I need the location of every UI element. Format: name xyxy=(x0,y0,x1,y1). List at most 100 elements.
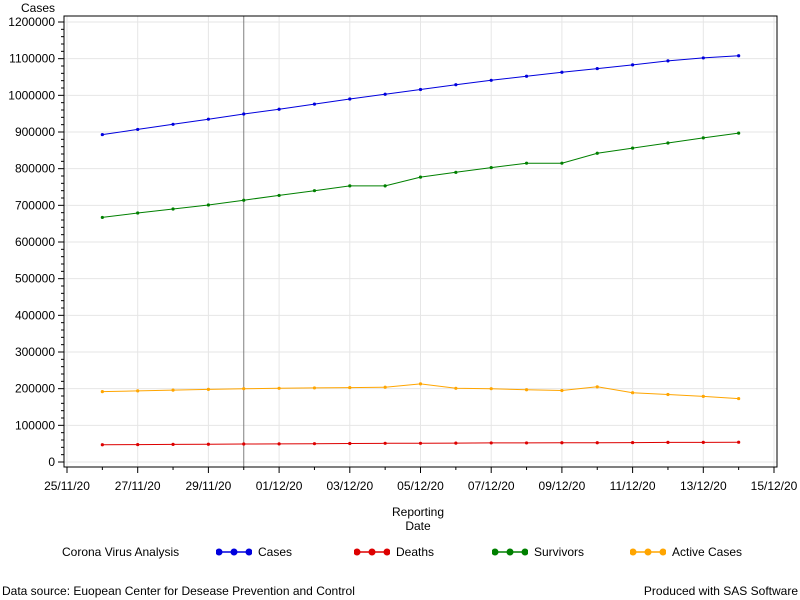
data-point-deaths xyxy=(524,441,529,445)
data-point-survivors xyxy=(701,136,705,140)
y-tick-label: 900000 xyxy=(15,125,55,139)
data-point-survivors xyxy=(418,175,423,179)
data-point-deaths xyxy=(348,441,352,446)
y-tick-label: 300000 xyxy=(15,345,55,359)
legend-label-survivors: Survivors xyxy=(534,545,585,559)
line-chart: 0 100000 200000 300000 400000 500000 600000 700… xyxy=(8,1,798,533)
x-axis: 25/11/20 27/11/20 29/11/20 01/12/20 03/12/20… xyxy=(44,467,798,493)
data-point-survivors xyxy=(242,198,246,202)
data-point-cases xyxy=(312,102,317,106)
data-point-deaths xyxy=(136,442,140,447)
y-tick-label: 0 xyxy=(48,455,55,469)
x-axis-label-line2: Date xyxy=(405,519,431,533)
legend-swatch-active-cases xyxy=(630,548,666,556)
legend-swatch-dot xyxy=(630,548,637,556)
legend-swatch-dot xyxy=(230,548,238,556)
data-point-survivors xyxy=(312,189,317,193)
data-point-active-cases xyxy=(666,392,670,397)
data-point-cases xyxy=(136,127,140,132)
x-tick-label: 11/12/20 xyxy=(610,479,656,493)
data-point-cases xyxy=(701,56,705,60)
data-point-deaths xyxy=(595,441,599,445)
legend-swatch-dot xyxy=(245,548,252,556)
y-tick-label: 800000 xyxy=(15,162,55,176)
legend-swatch-dot xyxy=(644,548,652,556)
data-point-deaths xyxy=(631,440,635,445)
data-point-cases xyxy=(100,132,104,137)
data-point-active-cases xyxy=(312,386,317,390)
data-source-footnote: Data source: Euopean Center for Desease … xyxy=(2,584,355,598)
data-point-deaths xyxy=(418,441,423,445)
data-point-deaths xyxy=(489,441,493,445)
legend-label-deaths: Deaths xyxy=(396,545,435,559)
data-point-survivors xyxy=(666,141,670,145)
data-point-active-cases xyxy=(595,385,599,389)
data-point-survivors xyxy=(100,215,104,220)
data-point-cases xyxy=(595,66,599,71)
software-credit-footnote: Produced with SAS Software xyxy=(643,584,798,598)
y-tick-label: 100000 xyxy=(15,418,55,432)
data-point-active-cases xyxy=(524,388,529,392)
y-tick-label: 1200000 xyxy=(8,15,55,29)
x-tick-label: 15/12/20 xyxy=(751,479,798,493)
data-point-cases xyxy=(454,83,458,87)
x-tick-label: 09/12/20 xyxy=(539,479,586,493)
y-tick-label: 700000 xyxy=(15,198,55,212)
legend-swatch-dot xyxy=(521,548,528,556)
data-point-cases xyxy=(524,74,529,78)
data-point-deaths xyxy=(666,440,670,444)
data-point-active-cases xyxy=(242,387,246,391)
x-tick-label: 13/12/20 xyxy=(680,479,727,493)
x-tick-label: 25/11/20 xyxy=(44,479,90,493)
data-point-survivors xyxy=(631,146,635,150)
data-point-survivors xyxy=(136,211,140,215)
data-point-active-cases xyxy=(383,385,387,389)
data-point-active-cases xyxy=(136,389,140,393)
legend-swatch-dot xyxy=(354,548,361,556)
data-point-cases xyxy=(418,87,423,92)
x-tick-label: 01/12/20 xyxy=(256,479,303,493)
data-point-survivors xyxy=(595,151,599,155)
data-point-deaths xyxy=(171,442,175,446)
y-tick-label: 1100000 xyxy=(9,52,55,66)
data-point-cases xyxy=(171,122,175,126)
data-point-deaths xyxy=(383,441,387,445)
data-point-active-cases xyxy=(206,387,210,391)
data-point-active-cases xyxy=(418,382,423,386)
data-point-survivors xyxy=(737,131,741,135)
legend-label-cases: Cases xyxy=(258,545,293,559)
data-point-active-cases xyxy=(348,385,352,390)
y-tick-label: 500000 xyxy=(15,272,55,286)
legend-label-active-cases: Active Cases xyxy=(672,545,743,559)
data-point-cases xyxy=(666,59,670,63)
data-point-deaths xyxy=(100,443,104,447)
data-point-survivors xyxy=(560,161,564,165)
y-tick-label: 1000000 xyxy=(8,88,55,102)
legend: Corona Virus Analysis Cases Deaths Survivo… xyxy=(0,543,800,563)
data-point-deaths xyxy=(277,442,281,446)
data-point-active-cases xyxy=(631,391,635,395)
data-point-survivors xyxy=(206,203,210,207)
data-point-active-cases xyxy=(737,396,741,401)
data-point-cases xyxy=(489,78,493,82)
legend-swatch-deaths xyxy=(354,548,390,556)
legend-swatch-dot xyxy=(216,548,223,556)
data-point-active-cases xyxy=(560,388,564,393)
series-group xyxy=(100,54,741,447)
x-tick-label: 03/12/20 xyxy=(326,479,373,493)
x-tick-label: 29/11/20 xyxy=(185,479,231,493)
legend-swatch-dot xyxy=(506,548,514,556)
data-point-deaths xyxy=(560,441,564,445)
data-point-cases xyxy=(348,97,352,101)
x-tick-label: 05/12/20 xyxy=(397,479,444,493)
y-tick-label: 600000 xyxy=(15,235,55,249)
data-point-deaths xyxy=(312,442,317,446)
data-point-survivors xyxy=(348,184,352,188)
data-point-active-cases xyxy=(100,390,104,394)
y-tick-label: 400000 xyxy=(15,308,55,322)
x-axis-label-line1: Reporting xyxy=(392,505,444,519)
data-point-survivors xyxy=(454,170,458,174)
legend-swatch-dot xyxy=(383,548,390,556)
data-point-cases xyxy=(631,63,635,67)
data-point-deaths xyxy=(737,440,741,444)
